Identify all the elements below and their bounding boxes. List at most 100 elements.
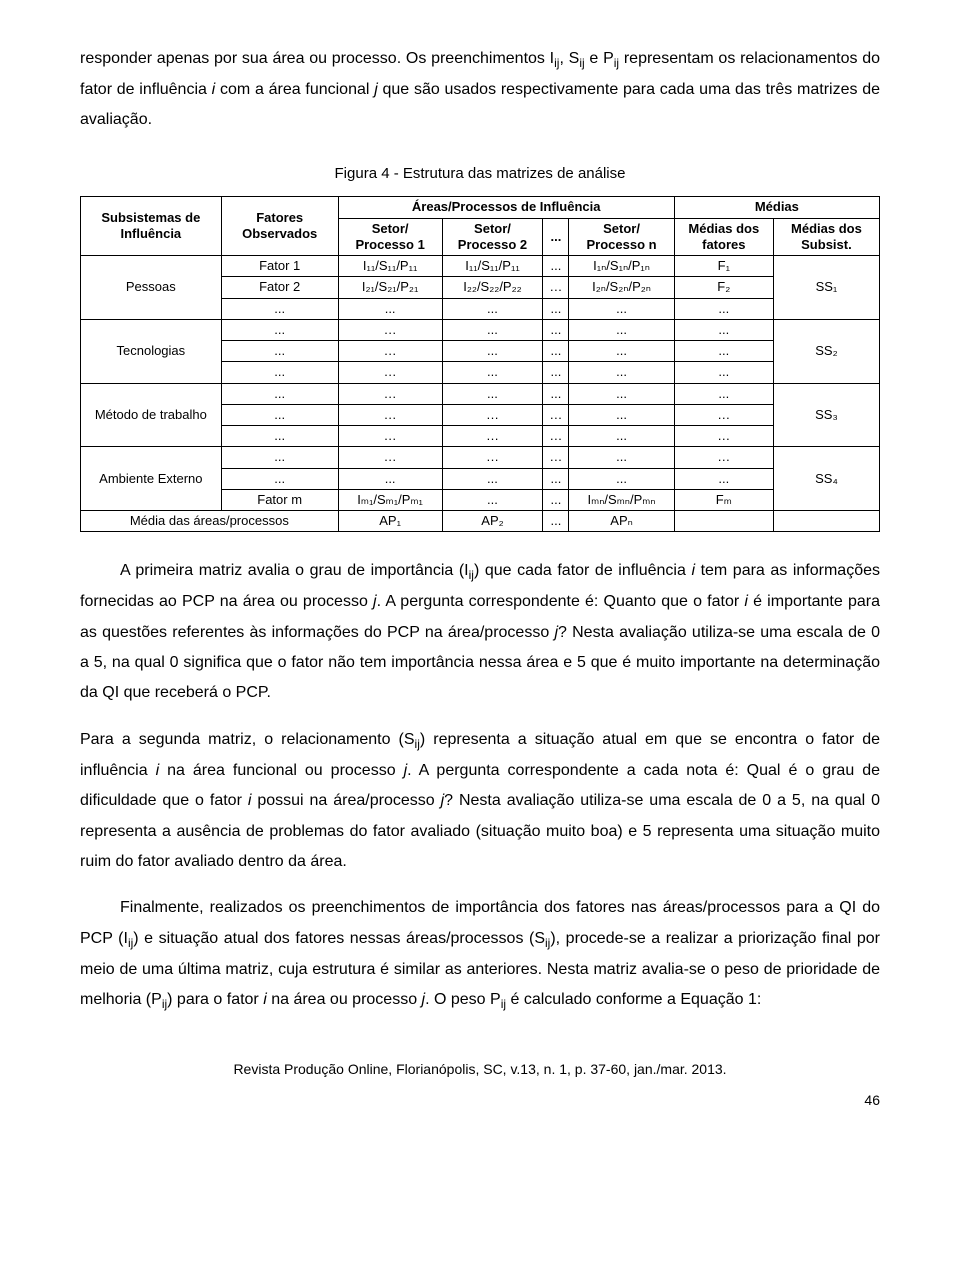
cell: ... bbox=[674, 319, 773, 340]
analysis-matrix-table: Subsistemas de Influência Fatores Observ… bbox=[80, 196, 880, 532]
col-medias: Médias bbox=[674, 197, 879, 218]
cell: ... bbox=[569, 319, 674, 340]
paragraph-3: Para a segunda matriz, o relacionamento … bbox=[80, 725, 880, 878]
cell: … bbox=[442, 404, 543, 425]
cell: ... bbox=[674, 298, 773, 319]
cell: ... bbox=[221, 319, 338, 340]
text: ) para o fator bbox=[167, 991, 263, 1008]
cell: APₙ bbox=[569, 511, 674, 532]
col-fatores: Fatores Observados bbox=[221, 197, 338, 256]
cell-pessoas: Pessoas bbox=[81, 256, 222, 320]
cell: ... bbox=[221, 383, 338, 404]
cell: ... bbox=[569, 341, 674, 362]
table-header-row-1: Subsistemas de Influência Fatores Observ… bbox=[81, 197, 880, 218]
paragraph-2: A primeira matriz avalia o grau de impor… bbox=[80, 556, 880, 709]
cell: ... bbox=[338, 298, 442, 319]
cell: ... bbox=[569, 468, 674, 489]
cell: ... bbox=[543, 489, 569, 510]
table-row: Método de trabalho ... … ... ... ... ...… bbox=[81, 383, 880, 404]
text: possui na área/processo bbox=[251, 792, 440, 809]
cell: ... bbox=[569, 383, 674, 404]
cell: I₂ₙ/S₂ₙ/P₂ₙ bbox=[569, 277, 674, 298]
cell: … bbox=[543, 404, 569, 425]
cell: ... bbox=[338, 468, 442, 489]
cell: … bbox=[338, 362, 442, 383]
text: ) e situação atual dos fatores nessas ár… bbox=[133, 930, 545, 947]
cell: ... bbox=[569, 447, 674, 468]
col-subsistemas: Subsistemas de Influência bbox=[81, 197, 222, 256]
cell: … bbox=[674, 447, 773, 468]
cell: … bbox=[442, 447, 543, 468]
text: , S bbox=[559, 50, 579, 67]
cell-ss3: SS₃ bbox=[773, 383, 879, 447]
col-areas: Áreas/Processos de Influência bbox=[338, 197, 674, 218]
cell: ... bbox=[221, 298, 338, 319]
col-sp1: Setor/ Processo 1 bbox=[338, 218, 442, 256]
cell: ... bbox=[543, 319, 569, 340]
paragraph-1: responder apenas por sua área ou process… bbox=[80, 44, 880, 136]
cell: ... bbox=[543, 256, 569, 277]
table-row: Pessoas Fator 1 I₁₁/S₁₁/P₁₁ I₁₁/S₁₁/P₁₁ … bbox=[81, 256, 880, 277]
journal-footer: Revista Produção Online, Florianópolis, … bbox=[80, 1056, 880, 1083]
cell: ... bbox=[221, 362, 338, 383]
cell: ... bbox=[442, 341, 543, 362]
cell: AP₂ bbox=[442, 511, 543, 532]
col-mds: Médias dos Subsist. bbox=[773, 218, 879, 256]
table-row: Ambiente Externo ... … … … ... … SS₄ bbox=[81, 447, 880, 468]
cell: AP₁ bbox=[338, 511, 442, 532]
cell: ... bbox=[543, 383, 569, 404]
cell: I₁₁/S₁₁/P₁₁ bbox=[338, 256, 442, 277]
cell: … bbox=[674, 426, 773, 447]
cell: ... bbox=[569, 426, 674, 447]
cell: Fator 2 bbox=[221, 277, 338, 298]
cell: ... bbox=[221, 468, 338, 489]
text: com a área funcional bbox=[215, 81, 374, 98]
cell: ... bbox=[674, 468, 773, 489]
cell: ... bbox=[569, 298, 674, 319]
cell: … bbox=[442, 426, 543, 447]
text: A primeira matriz avalia o grau de impor… bbox=[120, 562, 469, 579]
paragraph-4: Finalmente, realizados os preenchimentos… bbox=[80, 893, 880, 1016]
col-dots: ... bbox=[543, 218, 569, 256]
cell: F₁ bbox=[674, 256, 773, 277]
cell: ... bbox=[221, 341, 338, 362]
cell-media-label: Média das áreas/processos bbox=[81, 511, 339, 532]
cell: ... bbox=[221, 404, 338, 425]
cell bbox=[674, 511, 773, 532]
cell: … bbox=[338, 426, 442, 447]
cell: ... bbox=[442, 383, 543, 404]
cell: I₂₂/S₂₂/P₂₂ bbox=[442, 277, 543, 298]
cell-metodo: Método de trabalho bbox=[81, 383, 222, 447]
col-mdf: Médias dos fatores bbox=[674, 218, 773, 256]
text: responder apenas por sua área ou process… bbox=[80, 50, 554, 67]
cell-ss1: SS₁ bbox=[773, 256, 879, 320]
cell: … bbox=[543, 447, 569, 468]
cell: ... bbox=[442, 362, 543, 383]
cell: ... bbox=[221, 447, 338, 468]
cell: I₂₁/S₂₁/P₂₁ bbox=[338, 277, 442, 298]
cell: ... bbox=[442, 468, 543, 489]
cell: Iₘₙ/Sₘₙ/Pₘₙ bbox=[569, 489, 674, 510]
cell: F₂ bbox=[674, 277, 773, 298]
cell: ... bbox=[543, 362, 569, 383]
cell: … bbox=[674, 404, 773, 425]
cell: ... bbox=[569, 362, 674, 383]
cell: Fₘ bbox=[674, 489, 773, 510]
text: é calculado conforme a Equação 1: bbox=[506, 991, 761, 1008]
cell bbox=[773, 511, 879, 532]
text: Para a segunda matriz, o relacionamento … bbox=[80, 731, 415, 748]
cell: ... bbox=[543, 298, 569, 319]
page-number: 46 bbox=[80, 1087, 880, 1114]
cell: … bbox=[338, 404, 442, 425]
cell: ... bbox=[221, 426, 338, 447]
table-row-media: Média das áreas/processos AP₁ AP₂ ... AP… bbox=[81, 511, 880, 532]
cell: ... bbox=[543, 511, 569, 532]
text: na área funcional ou processo bbox=[159, 762, 403, 779]
cell: I₁ₙ/S₁ₙ/P₁ₙ bbox=[569, 256, 674, 277]
col-sp2: Setor/ Processo 2 bbox=[442, 218, 543, 256]
cell: Iₘ₁/Sₘ₁/Pₘ₁ bbox=[338, 489, 442, 510]
cell: I₁₁/S₁₁/P₁₁ bbox=[442, 256, 543, 277]
cell: … bbox=[543, 277, 569, 298]
cell-tecnologias: Tecnologias bbox=[81, 319, 222, 383]
cell-ss4: SS₄ bbox=[773, 447, 879, 511]
